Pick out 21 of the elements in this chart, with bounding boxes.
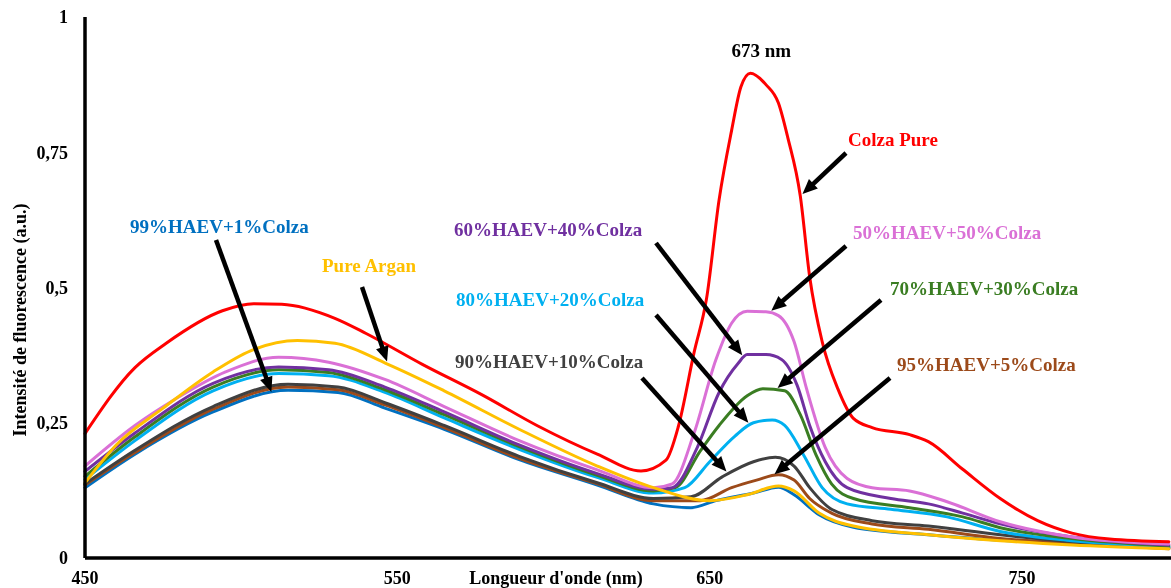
text: 70%HAEV+30%Colza <box>890 278 1079 299</box>
text: 99%HAEV+1%Colza <box>130 216 310 237</box>
y-tick-label: 0,5 <box>45 277 68 298</box>
x-tick-label: 450 <box>71 568 99 588</box>
text: Pure Argan <box>322 255 417 276</box>
y-tick-label: 0,75 <box>36 142 68 163</box>
text: 80%HAEV+20%Colza <box>456 289 645 310</box>
x-tick-label: 750 <box>1008 568 1036 588</box>
text: 60%HAEV+40%Colza <box>454 219 643 240</box>
text: 95%HAEV+5%Colza <box>897 354 1077 375</box>
text: 90%HAEV+10%Colza <box>455 351 644 372</box>
x-tick-label: 550 <box>383 568 411 588</box>
x-tick-label: 650 <box>696 568 724 588</box>
y-axis-title: Intensité de fluorescence (a.u.) <box>10 203 31 437</box>
annotation: 673 nm <box>731 40 792 62</box>
y-tick-label: 0,25 <box>36 413 68 434</box>
y-tick-label: 1 <box>59 7 68 28</box>
y-tick-label: 0 <box>59 548 68 569</box>
text: 50%HAEV+50%Colza <box>853 222 1042 243</box>
x-axis-title: Longueur d'onde (nm) <box>469 568 643 588</box>
text: Colza Pure <box>848 129 938 150</box>
